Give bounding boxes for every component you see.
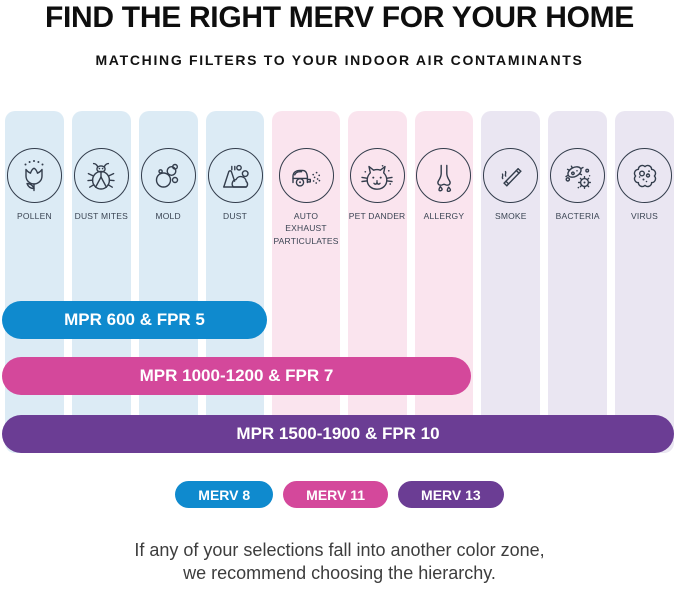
- merv11-coverage-bar: MPR 1000-1200 & FPR 7: [2, 357, 471, 395]
- mold-icon: [140, 148, 196, 203]
- page-subtitle: MATCHING FILTERS TO YOUR INDOOR AIR CONT…: [95, 52, 584, 68]
- column-label: MOLD: [155, 211, 181, 221]
- merv8-coverage-bar: MPR 600 & FPR 5: [2, 301, 267, 339]
- column-label: VIRUS: [631, 211, 659, 221]
- virus-icon: [617, 148, 673, 203]
- column-pollen: POLLEN: [5, 111, 64, 453]
- contaminant-columns: POLLEN: [5, 111, 674, 453]
- column-dust-mites: DUST MITES: [71, 111, 131, 453]
- contaminant-chart: POLLEN: [2, 111, 674, 453]
- merv13-coverage-bar: MPR 1500-1900 & FPR 10: [2, 415, 674, 453]
- merv-legend: MERV 8 MERV 11 MERV 13: [0, 481, 679, 508]
- pollen-icon: [6, 148, 62, 203]
- smoke-icon: [483, 148, 539, 203]
- column-mold: MOLD: [138, 111, 198, 453]
- bacteria-icon: [550, 148, 606, 203]
- column-bacteria: BACTERIA: [548, 111, 608, 453]
- column-smoke: SMOKE: [481, 111, 541, 453]
- dust-icon: [207, 148, 263, 203]
- column-label: DUST: [223, 211, 247, 221]
- footer-line1: If any of your selections fall into anot…: [134, 540, 545, 560]
- column-label: ALLERGY: [423, 211, 465, 221]
- legend-pill-merv8: MERV 8: [175, 481, 274, 508]
- column-label: DUST MITES: [74, 211, 128, 221]
- page-title: FIND THE RIGHT MERV FOR YOUR HOME: [44, 1, 635, 34]
- legend-pill-merv13: MERV 13: [398, 481, 504, 508]
- footer-line2: we recommend choosing the hierarchy.: [183, 562, 496, 583]
- column-label: PET DANDER: [348, 211, 406, 221]
- dust-mites-icon: [73, 148, 129, 203]
- column-label: BACTERIA: [555, 211, 600, 221]
- footer-note: If any of your selections fall into anot…: [0, 539, 679, 585]
- legend-pill-merv11: MERV 11: [283, 481, 389, 508]
- allergy-icon: [416, 148, 472, 203]
- column-auto-exhaust: AUTO EXHAUST PARTICULATES: [272, 111, 340, 453]
- column-virus: VIRUS: [615, 111, 674, 453]
- column-label: AUTO EXHAUST PARTICULATES: [273, 211, 339, 246]
- column-allergy: ALLERGY: [414, 111, 474, 453]
- column-dust: DUST: [205, 111, 265, 453]
- auto-exhaust-icon: [278, 148, 334, 203]
- column-label: SMOKE: [494, 211, 527, 221]
- column-label: POLLEN: [17, 211, 52, 221]
- column-pet-dander: PET DANDER: [347, 111, 407, 453]
- pet-dander-icon: [349, 148, 405, 203]
